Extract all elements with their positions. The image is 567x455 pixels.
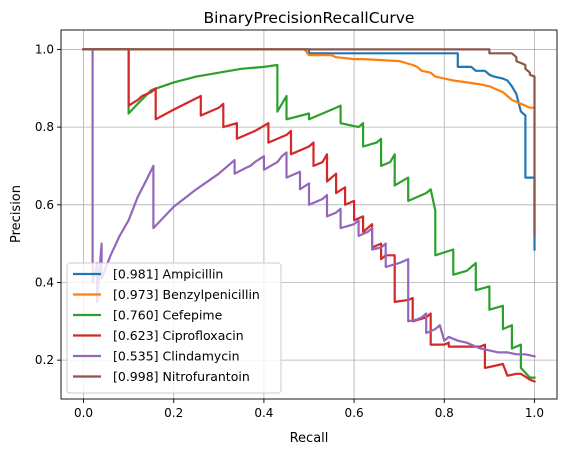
legend-label-4: [0.535] Clindamycin (113, 349, 240, 364)
x-axis-label: Recall (290, 431, 329, 446)
series-group (82, 48, 536, 383)
series-line-2 (82, 48, 536, 379)
x-tick-label: 0.0 (74, 406, 93, 420)
axis-ticks: 0.0 0.2 0.4 0.6 0.8 1.0 0.2 0.4 0.6 0.8 1.0 (35, 42, 544, 420)
y-tick-label: 0.8 (35, 120, 54, 134)
y-tick-label: 0.6 (35, 198, 54, 212)
legend-label-0: [0.981] Ampicillin (113, 267, 223, 282)
x-tick-label: 0.8 (435, 406, 454, 420)
y-tick-label: 1.0 (35, 42, 54, 56)
y-tick-label: 0.2 (35, 353, 54, 367)
x-tick-label: 0.2 (164, 406, 183, 420)
legend-label-5: [0.998] Nitrofurantoin (113, 369, 250, 384)
x-tick-label: 0.6 (345, 406, 364, 420)
series-line-3 (82, 48, 536, 383)
legend-label-1: [0.973] Benzylpenicillin (113, 287, 260, 302)
x-tick-label: 0.4 (254, 406, 273, 420)
plot-frame (60, 29, 558, 400)
chart-title: BinaryPrecisionRecallCurve (204, 9, 415, 27)
y-tick-label: 0.4 (35, 275, 54, 289)
series-line-5 (82, 48, 536, 237)
y-axis-label: Precision (9, 185, 24, 243)
legend-box (66, 262, 282, 394)
series-line-0 (82, 48, 536, 251)
legend-label-3: [0.623] Ciprofloxacin (113, 328, 244, 343)
legend-label-2: [0.760] Cefepime (113, 308, 223, 323)
x-tick-label: 1.0 (525, 406, 544, 420)
legend: [0.981] Ampicillin [0.973] Benzylpenicill… (66, 262, 282, 394)
series-line-1 (82, 48, 536, 109)
series-line-4 (82, 48, 536, 358)
